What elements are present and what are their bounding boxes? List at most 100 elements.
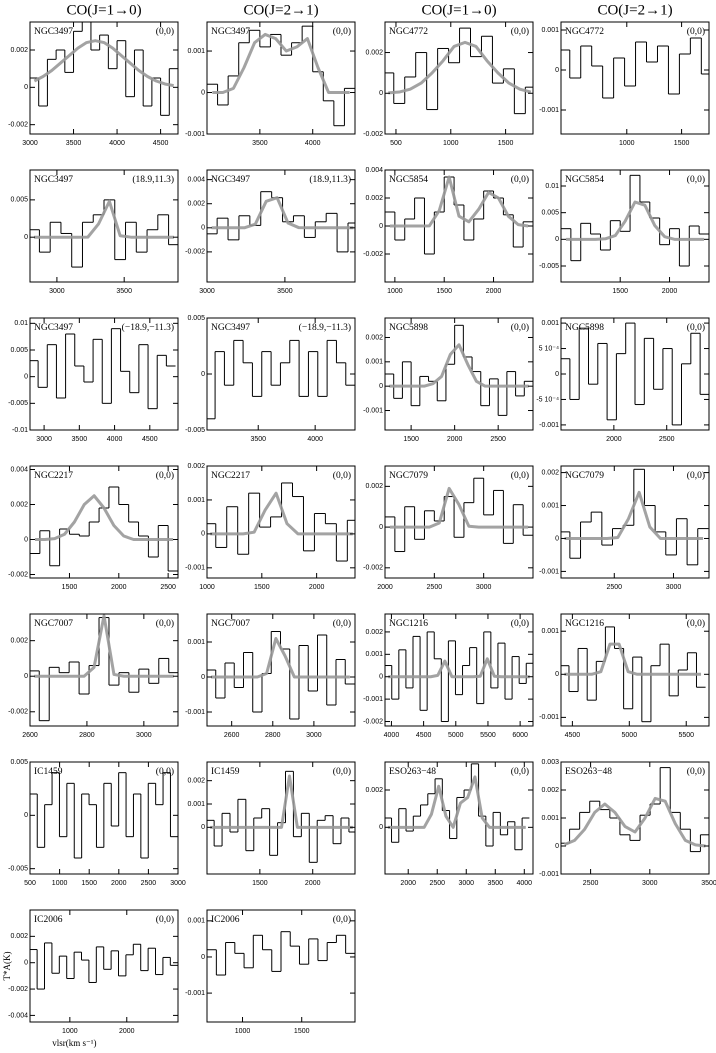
panel-frame (29, 909, 179, 1023)
plot-area (385, 175, 533, 255)
panel-offset: (0,0) (511, 618, 529, 629)
x-tick-label: 1000 (62, 1028, 78, 1035)
plot-area (561, 626, 706, 723)
plot-area (207, 482, 355, 562)
y-axis-label: T*A(K) (2, 952, 12, 981)
x-tick-label: 2000 (309, 584, 325, 591)
plot-area (207, 931, 355, 976)
y-tick-label: -0.001 (363, 696, 383, 703)
panel-frame (29, 761, 179, 875)
plot-area (385, 27, 533, 115)
panel: 0 0.005 3000 3500 NGC3497 (18.9,11.3) (10, 169, 179, 295)
panel-frame (206, 465, 356, 579)
x-tick-label: 1500 (254, 584, 270, 591)
y-tick-label: 0 (379, 824, 383, 831)
y-tick-label: 0 (201, 954, 205, 961)
y-tick-label: 0.005 (187, 315, 205, 322)
y-tick-label: 0.01 (14, 320, 28, 327)
x-tick-label: 6000 (512, 732, 528, 739)
panel: -0.001 0 0.001 0.002 1500 2000 2500 NGC5898 (0,0… (363, 317, 534, 443)
x-tick-label: 3000 (306, 732, 322, 739)
x-tick-label: 1000 (443, 140, 459, 147)
y-tick-label: 0.005 (541, 210, 559, 217)
plot-area (207, 770, 355, 863)
x-tick-label: 1500 (674, 140, 690, 147)
x-tick-label: 2800 (265, 732, 281, 739)
x-tick-label: 3500 (487, 880, 503, 887)
panel-title: NGC7079 (565, 471, 604, 481)
y-tick-label: 0.002 (187, 463, 205, 470)
x-tick-label: 2500 (141, 880, 157, 887)
plot-area (30, 486, 178, 572)
y-tick-label: -0.005 (8, 400, 28, 407)
x-tick-label: 3000 (458, 880, 474, 887)
panel-title: NGC3497 (211, 175, 250, 185)
panel-offset: (0,0) (687, 26, 705, 37)
x-tick-label: 3000 (476, 584, 492, 591)
x-tick-label: 2800 (79, 732, 95, 739)
x-tick-label: 4000 (517, 880, 533, 887)
x-tick-label: 2000 (447, 436, 463, 443)
y-tick-label: 0 (379, 383, 383, 390)
column-header: CO(J=2→1) (243, 2, 318, 18)
panel: 0 0.001 0.002 1500 2000 IC1459 (0,0) (187, 761, 356, 887)
x-tick-label: 1000 (387, 288, 403, 295)
y-tick-label: 0.003 (541, 759, 559, 766)
panel-frame (384, 21, 534, 135)
y-tick-label: 0.002 (10, 501, 28, 508)
fit-curve (210, 774, 353, 829)
panel-title: IC1459 (211, 767, 240, 777)
plot-area (207, 631, 355, 720)
plot-area (561, 174, 709, 267)
panel-frame (206, 613, 356, 727)
y-tick-label: -0.002 (185, 249, 205, 256)
y-tick-label: 0 (201, 225, 205, 232)
fit-curve (564, 642, 702, 676)
panel-title: NGC7007 (211, 619, 250, 629)
plot-area (30, 199, 178, 268)
fit-curve (389, 343, 529, 388)
x-tick-label: 2000 (111, 880, 127, 887)
y-tick-label: -0.002 (8, 122, 28, 129)
plot-area (561, 37, 709, 99)
panel-offset: (0,0) (511, 766, 529, 777)
y-tick-label: -5 10⁻⁴ (536, 396, 559, 403)
y-tick-label: 0.002 (365, 334, 383, 341)
y-tick-label: 0.002 (541, 787, 559, 794)
x-tick-label: 4000 (305, 140, 321, 147)
y-tick-label: -0.004 (8, 1012, 28, 1019)
panel-offset: (0,0) (156, 26, 174, 37)
y-tick-label: -0.001 (185, 565, 205, 572)
panel-offset: (0,0) (156, 914, 174, 925)
x-tick-label: 3500 (72, 436, 88, 443)
y-tick-label: 0.002 (10, 638, 28, 645)
panel-offset: (0,0) (333, 470, 351, 481)
panel: -0.001 0 0.001 2600 2800 3000 NGC7007 (0,0) (185, 613, 356, 739)
y-tick-label: 0 (201, 371, 205, 378)
y-tick-label: 0.001 (187, 801, 205, 808)
y-tick-label: 0.01 (545, 183, 559, 190)
panel: -0.001 -5 10⁻⁴ 0 5 10⁻⁴ 0.001 2000 2500 NGC5898… (536, 317, 710, 443)
panel-offset: (0,0) (687, 766, 705, 777)
panel-title: IC1459 (34, 767, 63, 777)
panel-offset: (0,0) (687, 470, 705, 481)
fit-curve (387, 775, 526, 829)
x-tick-label: 3500 (252, 140, 268, 147)
fit-curve (389, 486, 529, 529)
plot-area (30, 772, 178, 859)
x-tick-label: 1000 (235, 1028, 251, 1035)
column-header: CO(J=1→0) (421, 2, 496, 18)
plot-area (561, 767, 709, 853)
panel: -0.002 -0.001 0 0.001 0.002 4000 4500 5000 5500 6… (363, 613, 534, 739)
fit-curve (33, 39, 174, 88)
panel-offset: (0,0) (511, 322, 529, 333)
panel: -0.001 0 0.001 0.002 0.003 2500 3000 3500 ESO263… (539, 759, 716, 887)
y-tick-label: 0.002 (10, 933, 28, 940)
x-tick-label: 4000 (384, 732, 400, 739)
panel-title: NGC3497 (34, 27, 73, 37)
panel-frame (560, 21, 710, 135)
y-tick-label: 0.001 (365, 359, 383, 366)
y-tick-label: 5 10⁻⁴ (539, 345, 559, 352)
plot-area (30, 328, 176, 410)
